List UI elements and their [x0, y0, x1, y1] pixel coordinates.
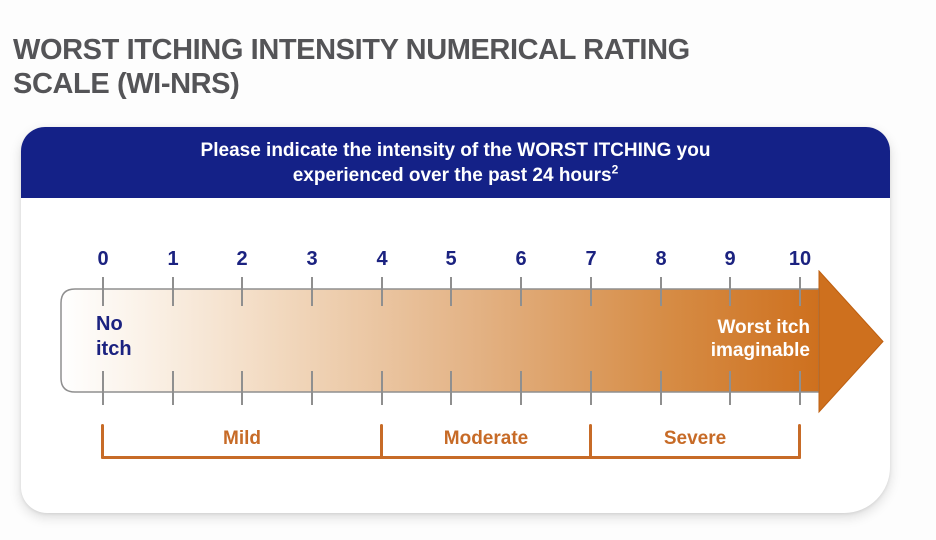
bracket-end-10: [798, 424, 801, 459]
bracket-end-0: [101, 424, 104, 459]
scale-tick-bottom-10: [799, 371, 801, 405]
scale-number-7: 7: [585, 248, 597, 270]
scale-tick-bottom-9: [729, 371, 731, 405]
scale-tick-bottom-5: [450, 371, 452, 405]
scale-tick-bottom-7: [590, 371, 592, 405]
scale-tick-top-7: [590, 277, 592, 306]
band-label-severe: Severe: [663, 428, 727, 449]
bracket-divider-7: [589, 424, 592, 459]
scale-number-3: 3: [306, 248, 318, 270]
scale-number-10: 10: [788, 248, 812, 270]
header-question-line2: experienced over the past 24 hours2: [292, 162, 619, 186]
scale-tick-bottom-8: [660, 371, 662, 405]
bracket-divider-4: [380, 424, 383, 459]
scale-tick-top-8: [660, 277, 662, 306]
scale-number-4: 4: [376, 248, 388, 270]
card-header: Please indicate the intensity of the WOR…: [21, 127, 890, 198]
anchor-label-no-itch: No itch: [96, 313, 132, 360]
footnote-marker: 2: [611, 162, 619, 177]
scale-tick-bottom-2: [241, 371, 243, 405]
scale-tick-bottom-3: [311, 371, 313, 405]
scale-tick-top-0: [102, 277, 104, 306]
page-title-line2: SCALE (WI-NRS): [13, 68, 240, 101]
scale-number-9: 9: [724, 248, 736, 270]
scale-number-1: 1: [167, 248, 179, 270]
scale-tick-bottom-0: [102, 371, 104, 405]
scale-arrow: [60, 269, 890, 414]
header-question-line1: Please indicate the intensity of the WOR…: [200, 139, 711, 161]
scale-number-2: 2: [236, 248, 248, 270]
scale-tick-top-3: [311, 277, 313, 306]
scale-tick-bottom-6: [520, 371, 522, 405]
arrow-body: [60, 288, 820, 393]
page-title: WORST ITCHING INTENSITY NUMERICAL RATING…: [13, 33, 873, 101]
scale-arrow-svg: [60, 269, 884, 414]
anchor-label-worst-itch: Worst itch imaginable: [710, 317, 810, 361]
scale-tick-top-10: [799, 277, 801, 306]
scale-tick-bottom-4: [381, 371, 383, 405]
band-label-moderate: Moderate: [443, 428, 529, 449]
severity-bracket-line: [101, 456, 801, 459]
scale-tick-bottom-1: [172, 371, 174, 405]
arrow-head: [818, 269, 884, 414]
scale-tick-top-1: [172, 277, 174, 306]
scale-number-6: 6: [515, 248, 527, 270]
scale-tick-top-2: [241, 277, 243, 306]
scale-tick-top-5: [450, 277, 452, 306]
band-label-mild: Mild: [223, 428, 261, 449]
scale-tick-top-6: [520, 277, 522, 306]
scale-tick-top-4: [381, 277, 383, 306]
scale-number-0: 0: [97, 248, 109, 270]
page-title-line1: WORST ITCHING INTENSITY NUMERICAL RATING: [13, 34, 690, 67]
scale-tick-top-9: [729, 277, 731, 306]
scale-number-5: 5: [445, 248, 457, 270]
scale-number-8: 8: [655, 248, 667, 270]
